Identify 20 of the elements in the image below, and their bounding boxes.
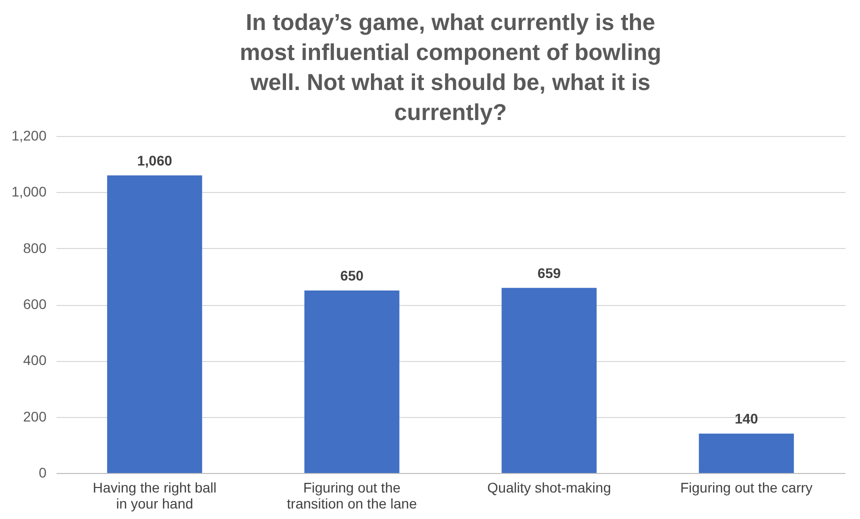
data-label: 650: [340, 267, 364, 284]
data-label: 140: [734, 410, 758, 427]
data-label: 659: [537, 264, 562, 281]
y-tick-label: 1,200: [11, 128, 47, 144]
bar: [502, 288, 597, 473]
y-tick-label: 400: [23, 352, 47, 368]
bar: [107, 175, 202, 473]
chart-title: In today’s game, what currently is the most influential component of bowling well. Not what it should be, what it is currently?: [240, 9, 662, 125]
y-tick-label: 600: [23, 296, 47, 312]
bar: [698, 434, 794, 473]
y-tick-label: 1,000: [11, 184, 47, 200]
y-tick-label: 200: [23, 408, 47, 424]
y-tick-label: 0: [38, 464, 47, 480]
bar: [304, 290, 400, 473]
x-tick-label: Having the right ball in your hand: [92, 480, 216, 512]
x-tick-label: Figuring out the carry: [680, 480, 813, 496]
x-tick-label: Figuring out the transition on the lane: [286, 480, 418, 512]
data-label: 1,060: [137, 152, 172, 168]
y-tick-label: 800: [23, 240, 47, 256]
x-tick-label: Quality shot-making: [487, 480, 611, 496]
